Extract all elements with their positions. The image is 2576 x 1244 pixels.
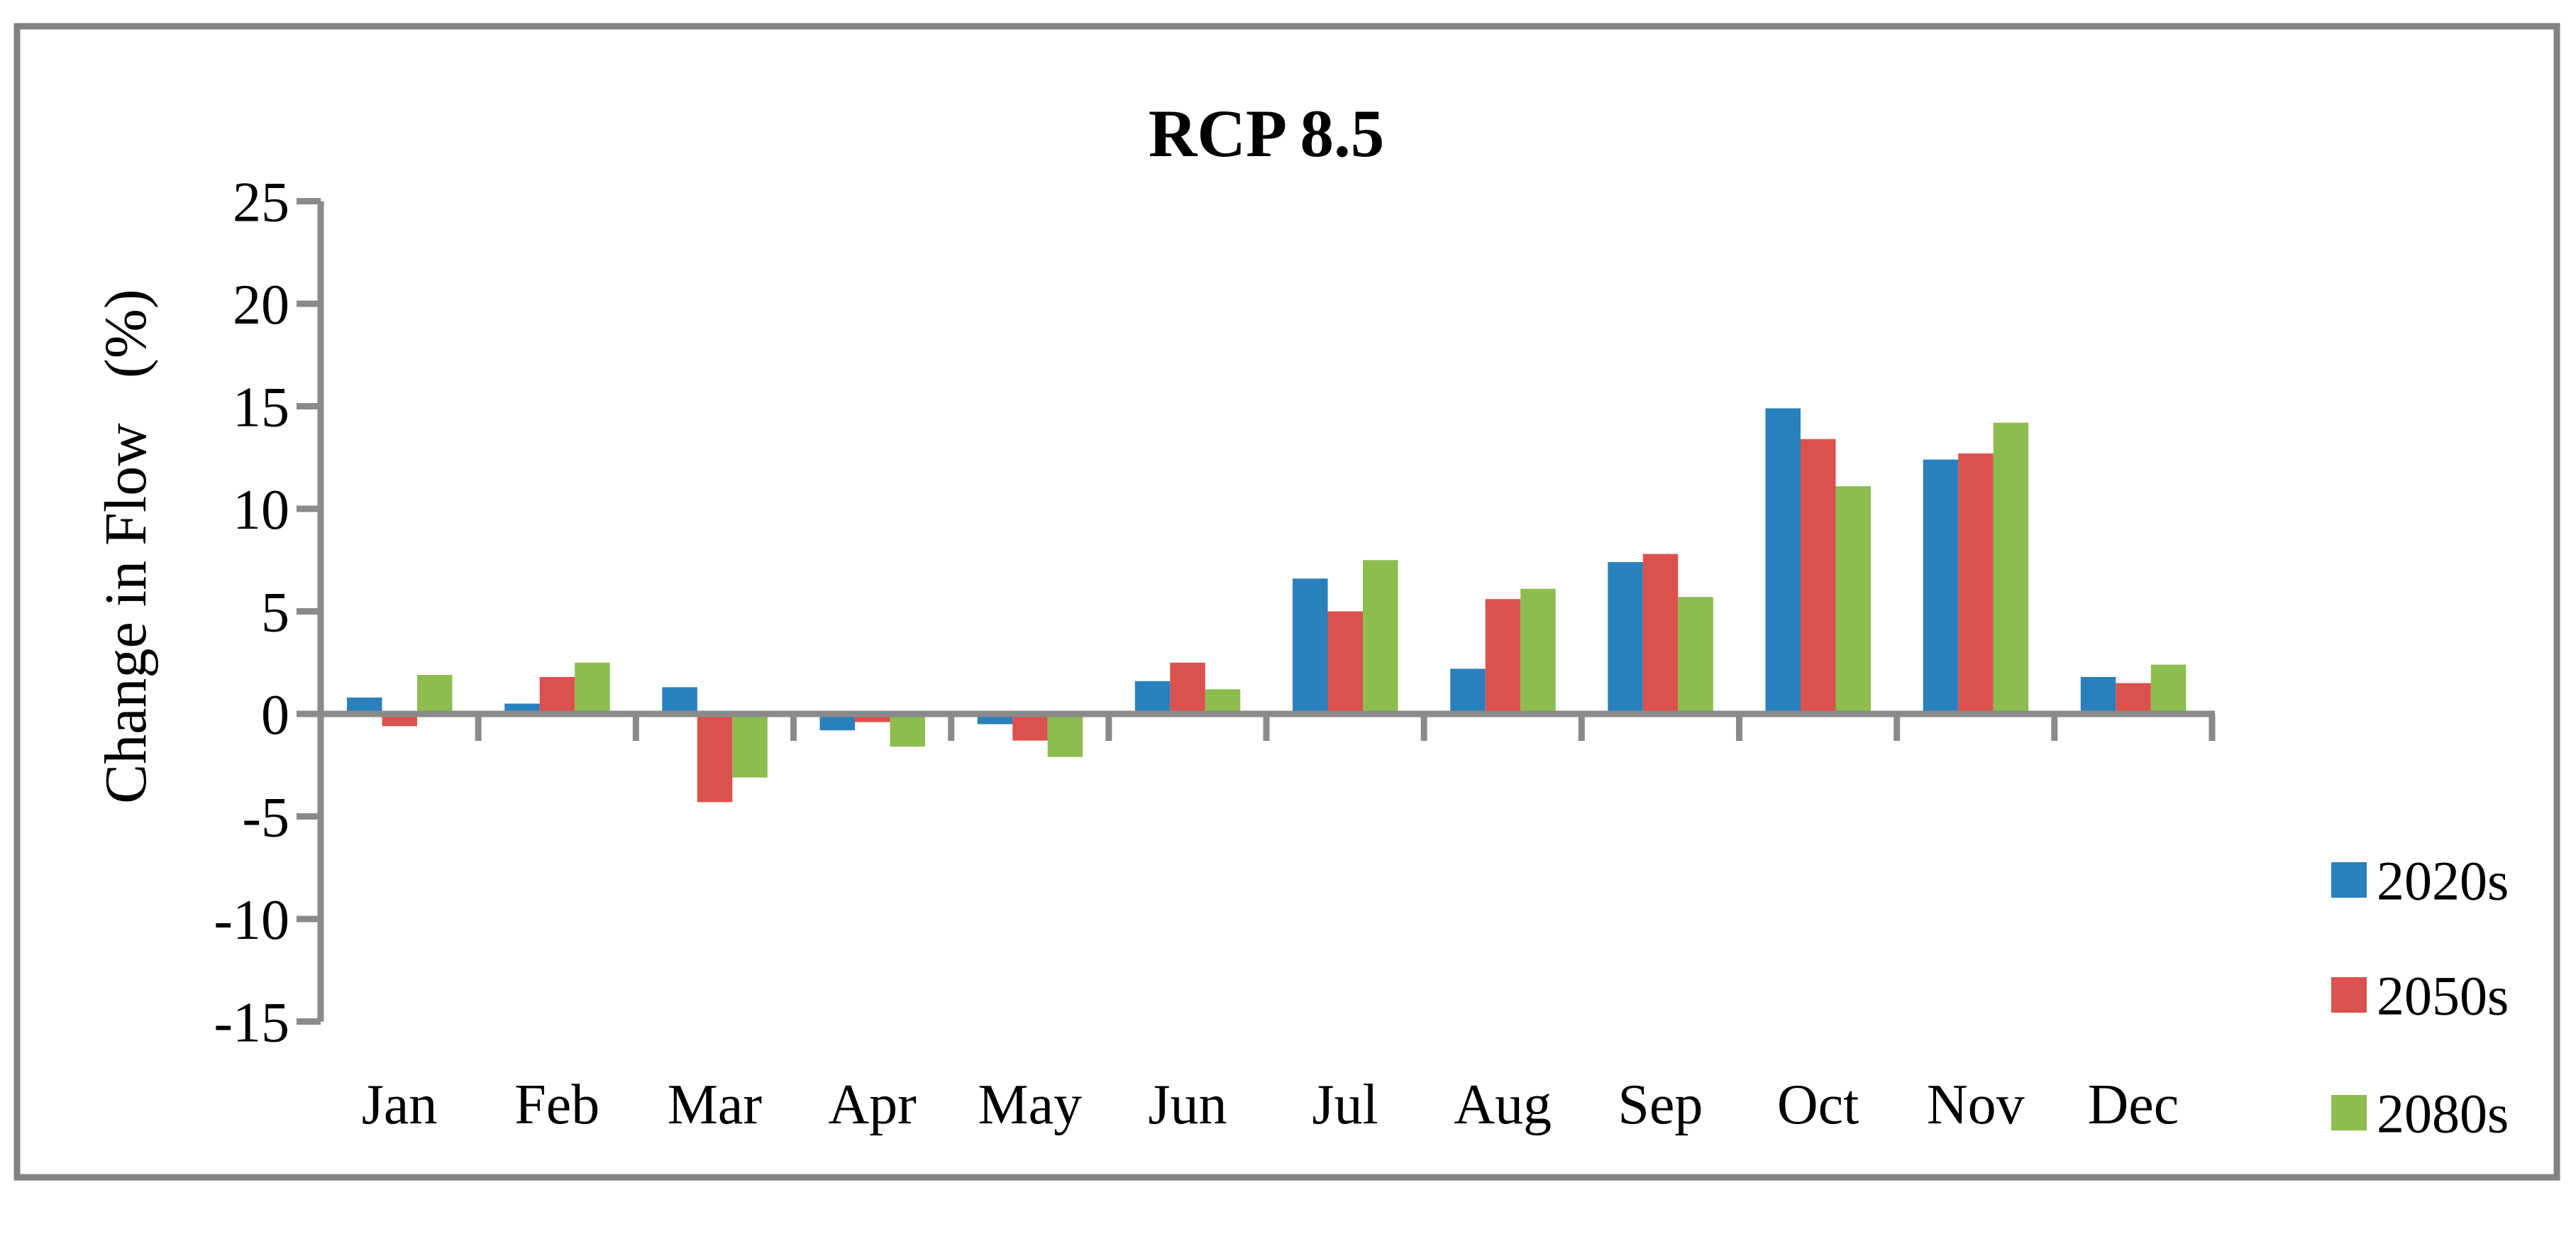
- bar-dec-2020s: [2080, 677, 2116, 714]
- y-tick-label-5: 5: [261, 582, 289, 644]
- bar-jul-2020s: [1293, 578, 1328, 714]
- bar-dec-2050s: [2116, 683, 2151, 714]
- y-tick-label-20: 20: [233, 274, 289, 336]
- bar-jul-2050s: [1327, 611, 1363, 714]
- x-tick-labels-group: Jan Feb Mar Apr May Jun Jul Aug Sep Oct Nov Dec: [362, 1074, 2179, 1136]
- bar-may-2050s: [1012, 714, 1048, 741]
- y-tick-label-10: 10: [233, 479, 289, 541]
- x-tick-label-may: May: [978, 1074, 1082, 1136]
- bar-nov-2020s: [1923, 459, 1959, 714]
- bar-feb-2050s: [539, 677, 575, 714]
- legend-item-2080s: 2080s: [2331, 1082, 2509, 1144]
- bar-dec-2080s: [2150, 664, 2187, 714]
- bar-aug-2020s: [1450, 668, 1486, 714]
- bar-jun-2050s: [1170, 662, 1205, 715]
- legend-swatch-2050s: [2331, 977, 2367, 1013]
- legend-label-2020s: 2020s: [2377, 849, 2509, 911]
- y-axis-title: Change in Flow (%): [93, 289, 159, 804]
- y-tick-label--5: -5: [242, 787, 289, 849]
- bar-sep-2080s: [1678, 597, 1713, 714]
- y-tick-label--10: -10: [214, 889, 289, 952]
- legend-item-2050s: 2050s: [2331, 964, 2509, 1026]
- x-tick-label-oct: Oct: [1777, 1074, 1859, 1136]
- x-tick-label-jan: Jan: [362, 1074, 438, 1136]
- legend-label-2050s: 2050s: [2377, 964, 2509, 1026]
- y-tick-label-25: 25: [233, 172, 289, 234]
- chart-title: RCP 8.5: [1149, 96, 1385, 171]
- x-tick-label-jun: Jun: [1148, 1074, 1227, 1136]
- x-tick-label-feb: Feb: [514, 1074, 599, 1136]
- x-tick-label-jul: Jul: [1312, 1074, 1378, 1136]
- bar-apr-2080s: [890, 714, 925, 747]
- bar-may-2080s: [1047, 714, 1083, 757]
- bar-aug-2080s: [1520, 588, 1556, 714]
- x-tick-label-nov: Nov: [1927, 1074, 2025, 1136]
- x-tick-label-sep: Sep: [1618, 1074, 1703, 1136]
- bar-aug-2050s: [1485, 599, 1521, 714]
- bar-oct-2050s: [1801, 439, 1836, 714]
- bar-jun-2020s: [1134, 681, 1171, 714]
- bar-oct-2080s: [1835, 486, 1871, 714]
- legend-item-2020s: 2020s: [2331, 849, 2509, 911]
- bar-mar-2080s: [732, 714, 768, 778]
- bar-feb-2080s: [575, 662, 610, 715]
- bar-nov-2080s: [1993, 422, 2029, 714]
- x-tick-label-mar: Mar: [668, 1074, 762, 1136]
- bar-jun-2080s: [1205, 689, 1241, 714]
- y-tick-label-15: 15: [233, 377, 289, 439]
- bar-mar-2050s: [697, 714, 733, 803]
- y-tick-label--15: -15: [214, 992, 289, 1055]
- x-tick-label-aug: Aug: [1454, 1074, 1552, 1136]
- bars-group: [347, 408, 2187, 803]
- legend: 2020s 2050s 2080s: [2331, 849, 2509, 1144]
- bar-nov-2050s: [1958, 453, 1994, 714]
- y-tick-labels-group: 25 20 15 10 5 0 -5 -10 -15: [214, 172, 289, 1055]
- bar-oct-2020s: [1765, 408, 1801, 714]
- legend-label-2080s: 2080s: [2377, 1082, 2509, 1144]
- chart-border: [13, 23, 2560, 1181]
- bar-jan-2020s: [347, 697, 382, 714]
- axes-group: [297, 198, 2216, 1025]
- legend-swatch-2080s: [2331, 1095, 2367, 1130]
- y-tick-label-0: 0: [261, 684, 289, 747]
- bar-sep-2020s: [1608, 562, 1643, 714]
- bar-apr-2050s: [855, 714, 890, 722]
- bar-mar-2020s: [662, 687, 697, 714]
- x-tick-label-dec: Dec: [2088, 1074, 2179, 1136]
- legend-swatch-2020s: [2331, 862, 2367, 898]
- bar-jul-2080s: [1363, 560, 1398, 715]
- bar-jan-2080s: [417, 675, 453, 714]
- bar-sep-2050s: [1642, 554, 1679, 714]
- x-tick-label-apr: Apr: [828, 1074, 916, 1136]
- bar-apr-2020s: [819, 714, 855, 731]
